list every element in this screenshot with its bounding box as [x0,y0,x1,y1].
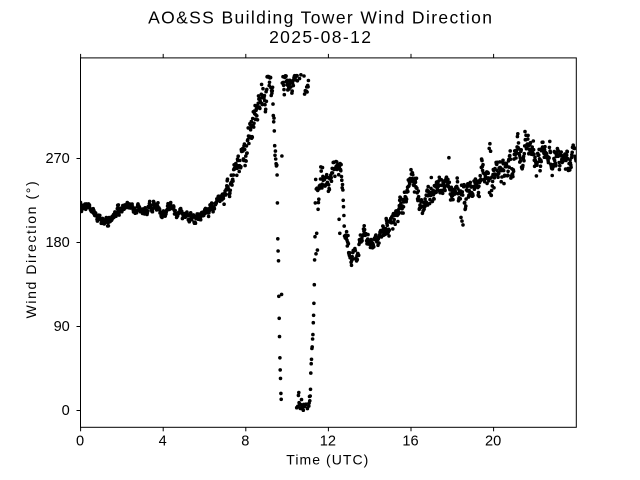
svg-text:Time (UTC): Time (UTC) [286,451,369,467]
svg-text:20: 20 [485,433,501,449]
svg-text:0: 0 [76,433,84,449]
svg-text:Wind Direction (°): Wind Direction (°) [23,180,39,319]
svg-text:0: 0 [62,403,70,419]
svg-text:12: 12 [320,433,336,449]
svg-text:180: 180 [45,235,69,251]
svg-text:270: 270 [45,151,69,167]
svg-text:90: 90 [54,319,70,335]
svg-text:16: 16 [402,433,418,449]
svg-text:2025-08-12: 2025-08-12 [269,27,372,47]
svg-text:4: 4 [159,433,167,449]
svg-text:AO&SS Building Tower Wind Dire: AO&SS Building Tower Wind Direction [148,8,493,28]
svg-text:8: 8 [241,433,249,449]
